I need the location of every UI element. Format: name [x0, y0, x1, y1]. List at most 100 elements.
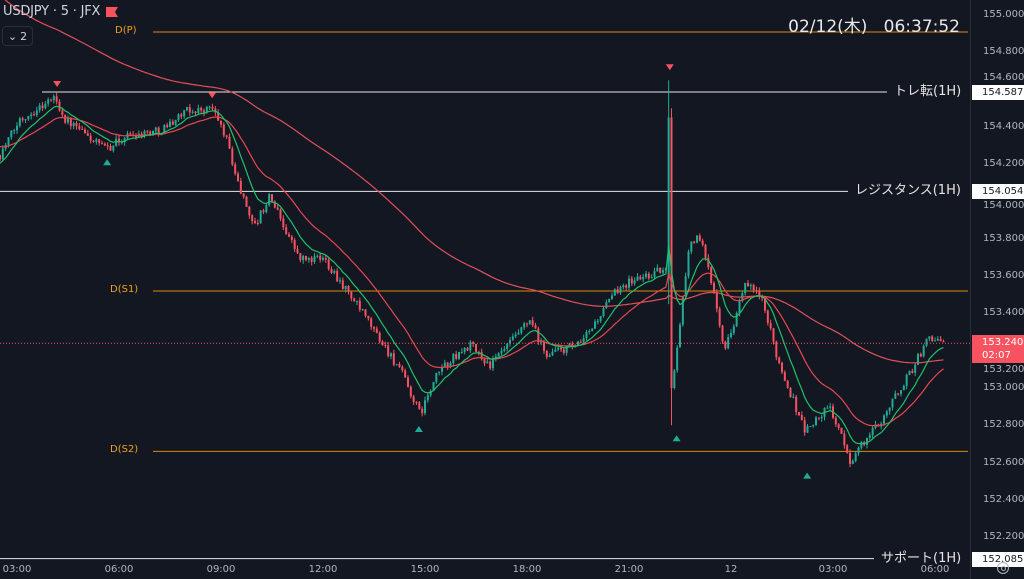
candle: [562, 349, 565, 353]
candle: [211, 106, 214, 109]
candle: [443, 362, 446, 368]
candle: [625, 285, 628, 288]
candle: [837, 424, 840, 428]
candle: [636, 276, 639, 281]
time-tick: 03:00: [2, 564, 32, 575]
candle: [350, 291, 353, 299]
candle: [667, 117, 670, 277]
candle: [154, 127, 157, 131]
price-tick: 154.400: [983, 120, 1024, 132]
candle: [7, 137, 10, 145]
candle: [186, 107, 188, 111]
candle: [169, 121, 171, 127]
candle: [656, 267, 659, 272]
candle: [109, 146, 112, 151]
candle: [557, 347, 560, 350]
candle: [925, 338, 928, 346]
candle: [713, 282, 715, 293]
candle: [21, 118, 24, 120]
symbol-title[interactable]: USDJPY · 5 · JFX: [3, 4, 101, 19]
datetime-display: 02/12(木) 06:37:52: [788, 17, 960, 37]
candle: [905, 374, 908, 386]
settings-gear-icon[interactable]: [997, 562, 1009, 574]
buy-signal-icon: [103, 159, 112, 166]
candle: [69, 118, 72, 127]
candle: [849, 452, 851, 464]
candle: [843, 433, 846, 446]
candle: [783, 372, 786, 381]
candle: [883, 415, 885, 424]
candle: [285, 227, 288, 235]
candle: [571, 343, 574, 347]
flag-icon[interactable]: [106, 7, 118, 17]
indicator-collapse-button[interactable]: ⌄ 2: [2, 26, 33, 46]
buy-signal-icon: [414, 425, 423, 432]
candle: [613, 289, 616, 296]
candle: [123, 138, 126, 143]
candle: [616, 289, 619, 293]
candle: [259, 210, 262, 224]
candle: [792, 396, 795, 398]
candle: [840, 427, 843, 434]
candle: [469, 342, 472, 351]
candle: [684, 276, 687, 297]
candle: [514, 334, 517, 337]
candle: [815, 417, 817, 426]
candle: [526, 323, 528, 325]
candle: [900, 390, 902, 394]
candle: [789, 387, 792, 398]
candle: [205, 106, 208, 113]
candle: [33, 114, 35, 116]
time-tick: 15:00: [410, 564, 440, 575]
candle: [752, 284, 755, 291]
line-label[interactable]: トレ転(1H): [891, 83, 965, 101]
candle: [554, 349, 557, 352]
candle: [174, 119, 177, 125]
line-label[interactable]: サポート(1H): [878, 549, 965, 567]
candle: [560, 347, 562, 350]
candle: [336, 271, 339, 282]
candle: [639, 276, 642, 280]
candle: [718, 308, 721, 326]
candle: [650, 277, 653, 279]
candle: [517, 332, 520, 335]
line-label[interactable]: レジスタンス(1H): [852, 182, 964, 200]
candle: [61, 110, 64, 115]
price-axis[interactable]: 154.587 154.054 152.085 153.240 02:07 155.000…: [970, 0, 1024, 579]
candle: [310, 257, 313, 262]
candle: [418, 402, 421, 409]
candle: [347, 285, 350, 292]
candle: [191, 111, 194, 113]
candle: [441, 367, 443, 372]
candle: [307, 257, 310, 260]
candle: [197, 107, 200, 114]
ema-mid-line: [0, 116, 944, 427]
candle: [772, 328, 775, 342]
candle: [854, 453, 857, 461]
candle: [435, 373, 438, 382]
candle: [432, 381, 435, 391]
price-chart[interactable]: [0, 0, 970, 579]
candle: [415, 402, 418, 404]
candle: [820, 416, 823, 419]
candle: [698, 235, 701, 241]
candle: [44, 103, 47, 109]
candle: [143, 131, 146, 137]
candle: [894, 393, 897, 399]
candle: [112, 145, 115, 151]
candle: [265, 205, 268, 213]
price-tick: 153.400: [983, 307, 1024, 319]
candle: [803, 420, 806, 433]
candle: [724, 341, 727, 349]
candle: [426, 395, 429, 401]
candle: [38, 105, 41, 111]
price-tick: 153.800: [983, 232, 1024, 244]
candle: [50, 99, 52, 101]
candle: [319, 255, 322, 260]
candle: [41, 105, 44, 109]
ema-slow-line: [4, 0, 944, 364]
candle: [764, 298, 766, 311]
candle: [679, 324, 681, 348]
candle: [497, 353, 500, 357]
candle: [721, 325, 724, 342]
